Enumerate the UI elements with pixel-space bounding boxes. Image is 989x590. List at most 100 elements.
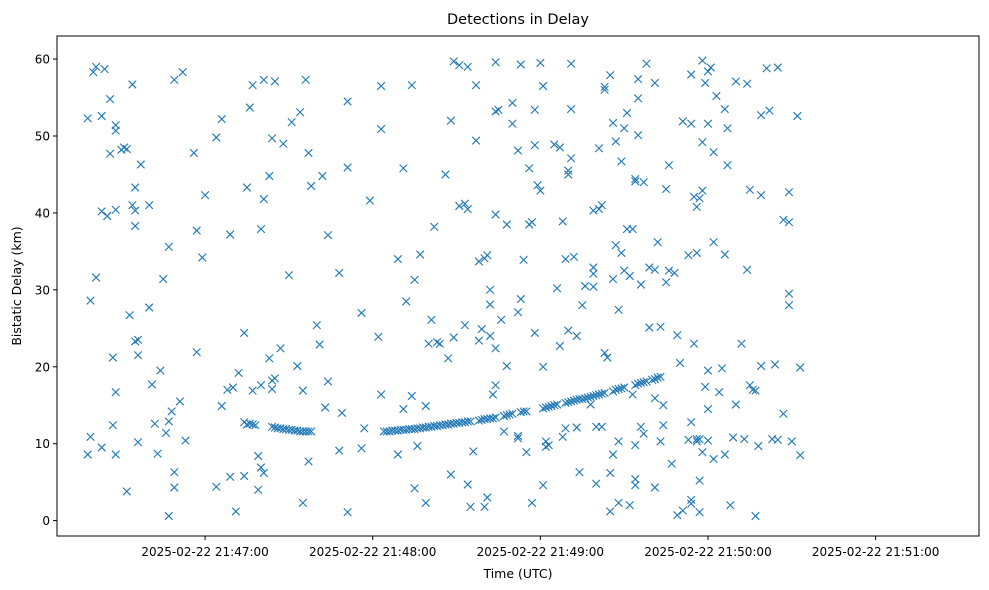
data-point — [564, 398, 573, 407]
data-point — [631, 441, 640, 450]
data-point — [315, 340, 324, 349]
data-point — [133, 351, 143, 360]
data-point — [421, 498, 430, 508]
data-point — [200, 191, 210, 200]
data-point — [212, 133, 221, 142]
data-point — [488, 414, 498, 423]
data-point — [131, 183, 140, 192]
data-point — [692, 202, 701, 211]
data-point — [178, 68, 187, 77]
data-point — [566, 104, 576, 114]
data-point — [541, 403, 551, 412]
data-point — [513, 308, 523, 317]
data-point — [720, 450, 729, 459]
data-point — [656, 372, 665, 381]
data-point — [128, 201, 137, 210]
data-point — [410, 275, 419, 284]
data-point — [603, 353, 612, 362]
data-point — [131, 206, 140, 215]
data-point — [566, 59, 576, 68]
data-point — [376, 124, 386, 134]
data-point — [240, 471, 249, 481]
data-point — [284, 271, 294, 280]
data-point — [631, 481, 640, 490]
data-point — [499, 411, 509, 421]
data-point — [631, 177, 640, 186]
data-point — [608, 118, 618, 128]
data-point — [620, 383, 629, 392]
data-point — [536, 58, 545, 68]
data-point — [594, 204, 604, 214]
data-point — [170, 468, 179, 477]
data-point — [742, 265, 752, 274]
y-tick-label: 10 — [35, 437, 50, 451]
data-point — [441, 170, 450, 179]
data-point — [337, 408, 347, 418]
data-point — [589, 269, 598, 278]
data-point — [516, 294, 525, 304]
data-point — [150, 419, 159, 428]
data-point — [164, 242, 173, 251]
data-point — [538, 481, 548, 490]
data-point — [502, 361, 511, 371]
data-point — [720, 250, 729, 259]
data-point — [265, 354, 274, 363]
data-point — [614, 437, 623, 446]
data-point — [687, 495, 696, 504]
data-point — [552, 400, 562, 409]
data-point — [617, 248, 626, 258]
data-point — [245, 103, 254, 112]
data-point — [131, 221, 140, 231]
data-point — [108, 353, 118, 362]
data-point — [103, 211, 112, 221]
data-point — [703, 119, 713, 128]
data-point — [508, 119, 517, 128]
y-tick-label: 30 — [35, 283, 50, 297]
data-point — [301, 75, 310, 84]
data-point — [756, 361, 766, 371]
data-point — [399, 404, 408, 414]
data-point — [550, 140, 559, 149]
data-point — [620, 124, 629, 133]
data-point — [89, 68, 98, 77]
data-point — [589, 282, 598, 291]
data-point — [304, 427, 313, 436]
data-point — [527, 498, 537, 508]
data-point — [600, 82, 609, 91]
data-point — [538, 362, 548, 371]
data-point — [164, 511, 173, 521]
data-point — [698, 186, 707, 195]
data-point — [393, 450, 403, 459]
data-point — [578, 394, 587, 404]
data-point — [639, 178, 648, 187]
data-point — [159, 274, 168, 284]
data-point — [633, 379, 643, 388]
data-point — [748, 385, 757, 394]
data-point — [787, 437, 796, 446]
data-point — [430, 222, 439, 231]
data-point — [784, 218, 794, 227]
data-point — [698, 448, 707, 457]
data-point — [97, 207, 106, 216]
data-point — [223, 385, 232, 394]
data-point — [684, 251, 693, 260]
data-point — [572, 423, 581, 432]
data-point — [491, 210, 500, 219]
data-point — [594, 390, 604, 399]
data-point — [122, 487, 131, 496]
data-point — [256, 381, 266, 390]
data-point — [670, 268, 679, 278]
data-point — [600, 388, 609, 398]
data-point — [687, 119, 696, 128]
y-tick-label: 50 — [35, 130, 50, 144]
data-point — [614, 498, 623, 508]
data-point — [762, 64, 771, 73]
data-point — [491, 107, 500, 116]
data-point — [167, 407, 176, 416]
data-point — [692, 248, 701, 258]
data-point — [170, 483, 179, 492]
data-point — [647, 375, 657, 384]
data-point — [175, 397, 185, 406]
data-point — [91, 62, 101, 71]
data-point — [544, 441, 553, 450]
